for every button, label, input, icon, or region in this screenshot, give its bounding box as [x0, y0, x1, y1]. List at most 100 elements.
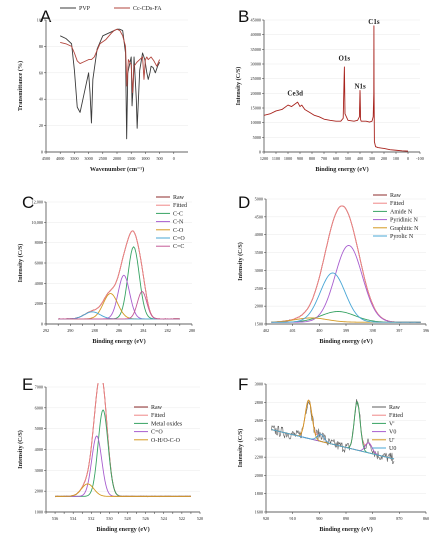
- y-tick-label: 3000: [35, 468, 43, 473]
- y-tick-label: 100: [37, 18, 43, 23]
- series-line-amide-n: [271, 311, 421, 323]
- panel-b: B050001000015000200002500030000350004000…: [235, 7, 424, 173]
- x-axis-title: Binding energy (eV): [96, 526, 149, 533]
- y-tick-label: 2000: [35, 489, 43, 494]
- y-tick-label: 3500: [255, 250, 263, 255]
- legend-label: Fitted: [151, 413, 165, 419]
- x-tick-label: 398: [370, 328, 376, 333]
- legend-label: Metal oxides: [151, 421, 183, 427]
- x-tick-label: 4500: [42, 156, 50, 161]
- legend-label: Raw: [390, 193, 402, 199]
- legend: Raw Fitted V' V0 U' U0: [372, 405, 403, 452]
- series-line-survey: [264, 25, 409, 152]
- legend-label: Pyrolic N: [390, 234, 414, 240]
- y-axis-title: Transmittance (%): [17, 61, 24, 111]
- y-tick-label: 2200: [255, 455, 263, 460]
- x-tick-label: 1500: [127, 156, 135, 161]
- x-tick-label: 3500: [70, 156, 78, 161]
- x-tick-label: 920: [263, 516, 269, 521]
- x-tick-label: 536: [52, 516, 58, 521]
- series-line-o-h-o-c-o: [55, 483, 191, 497]
- legend-label: Raw: [173, 195, 185, 201]
- y-tick-label: 20000: [251, 91, 261, 96]
- y-tick-label: 2000: [255, 473, 263, 478]
- x-axis-title: Binding energy (eV): [319, 526, 372, 533]
- legend-label: C=C: [173, 244, 184, 250]
- x-tick-label: 890: [343, 516, 349, 521]
- x-tick-label: 500: [345, 156, 351, 161]
- y-tick-label: 40000: [251, 32, 261, 37]
- x-tick-label: 1200: [260, 156, 268, 161]
- legend-label: Raw: [389, 405, 401, 411]
- series-line-c-o: [58, 293, 180, 320]
- y-axis-title: Intensity (C/S): [235, 67, 242, 106]
- y-tick-label: 1800: [255, 491, 263, 496]
- x-tick-label: 900: [316, 516, 322, 521]
- tick-labels: 1600 1800 2000 2200 2400 2600 2800 3000 920 910 90…: [255, 382, 430, 522]
- x-tick-label: 1000: [284, 156, 292, 161]
- y-tick-label: 1600: [255, 510, 263, 515]
- legend-label: Graphitic N: [390, 226, 419, 232]
- legend-label: Raw: [151, 405, 163, 411]
- y-axis-title: Intensity (C/S): [17, 244, 24, 283]
- tick-labels: 0500010000150002000025000300003500040000…: [251, 18, 424, 162]
- y-tick-label: 6000: [35, 405, 43, 410]
- x-tick-label: 3000: [84, 156, 92, 161]
- legend-label: Fitted: [173, 203, 187, 209]
- x-tick-label: 870: [396, 516, 402, 521]
- y-tick-label: 8000: [35, 240, 43, 245]
- tick-labels: 0 2000 4000 6000 8000 10,000 12,000 292 290 288 28…: [31, 200, 195, 334]
- x-tick-label: 292: [43, 328, 49, 333]
- y-tick-label: 60: [39, 70, 43, 75]
- y-tick-label: 3000: [255, 382, 263, 387]
- y-tick-label: 0: [41, 150, 43, 155]
- y-tick-label: 25000: [251, 76, 261, 81]
- tick-labels: 1500 2000 2500 3000 3500 4000 4500 5000 402 401 40…: [255, 197, 430, 334]
- series-line-v-: [271, 401, 395, 460]
- legend-label: Amide N: [390, 209, 413, 215]
- series-group: [264, 25, 409, 152]
- legend-label: U0: [389, 446, 396, 452]
- y-tick-label: 1500: [255, 322, 263, 327]
- x-tick-label: -100: [416, 156, 424, 161]
- series-line-u0: [271, 429, 395, 460]
- series-line-c-c: [58, 291, 180, 320]
- x-tick-label: 2000: [113, 156, 121, 161]
- y-tick-label: 2800: [255, 400, 263, 405]
- legend-label: PVP: [79, 6, 91, 12]
- x-tick-label: 2500: [99, 156, 107, 161]
- x-tick-label: 800: [309, 156, 315, 161]
- x-tick-label: 522: [179, 516, 185, 521]
- y-tick-label: 15000: [251, 106, 261, 111]
- y-tick-label: 6000: [35, 261, 43, 266]
- y-tick-label: 5000: [253, 135, 261, 140]
- legend: Raw Fitted C-C C-N C-O C=O C=C: [156, 195, 187, 250]
- panel-letter: C: [22, 193, 34, 212]
- x-tick-label: 400: [316, 328, 322, 333]
- panel-letter: B: [238, 7, 249, 26]
- x-tick-label: 526: [143, 516, 149, 521]
- x-tick-label: 860: [423, 516, 429, 521]
- x-tick-label: 280: [189, 328, 195, 333]
- x-tick-label: 520: [197, 516, 203, 521]
- legend: Raw Fitted Metal oxides C=O O-H/O-C-O: [134, 405, 183, 444]
- y-tick-label: 4000: [35, 447, 43, 452]
- x-tick-label: 532: [88, 516, 94, 521]
- series-line-c-o: [55, 435, 191, 497]
- x-tick-label: 880: [370, 516, 376, 521]
- y-tick-label: 20: [39, 123, 43, 128]
- x-tick-label: 0: [407, 156, 409, 161]
- x-tick-label: 910: [290, 516, 296, 521]
- x-tick-label: 400: [357, 156, 363, 161]
- y-tick-label: 2000: [35, 301, 43, 306]
- y-tick-label: 2000: [255, 304, 263, 309]
- peak-annotation: Ce3d: [287, 90, 303, 98]
- y-tick-label: 12,000: [31, 200, 43, 206]
- panel-f: F 1600 1800 2000 2200 2400 2600 2800 3000 920 910 9…: [237, 375, 429, 533]
- series-group: [60, 28, 161, 140]
- legend: PVP Cc-CDs-FA: [60, 6, 162, 12]
- series-line-fitted: [55, 383, 191, 497]
- x-tick-label: 900: [297, 156, 303, 161]
- x-tick-label: 4000: [56, 156, 64, 161]
